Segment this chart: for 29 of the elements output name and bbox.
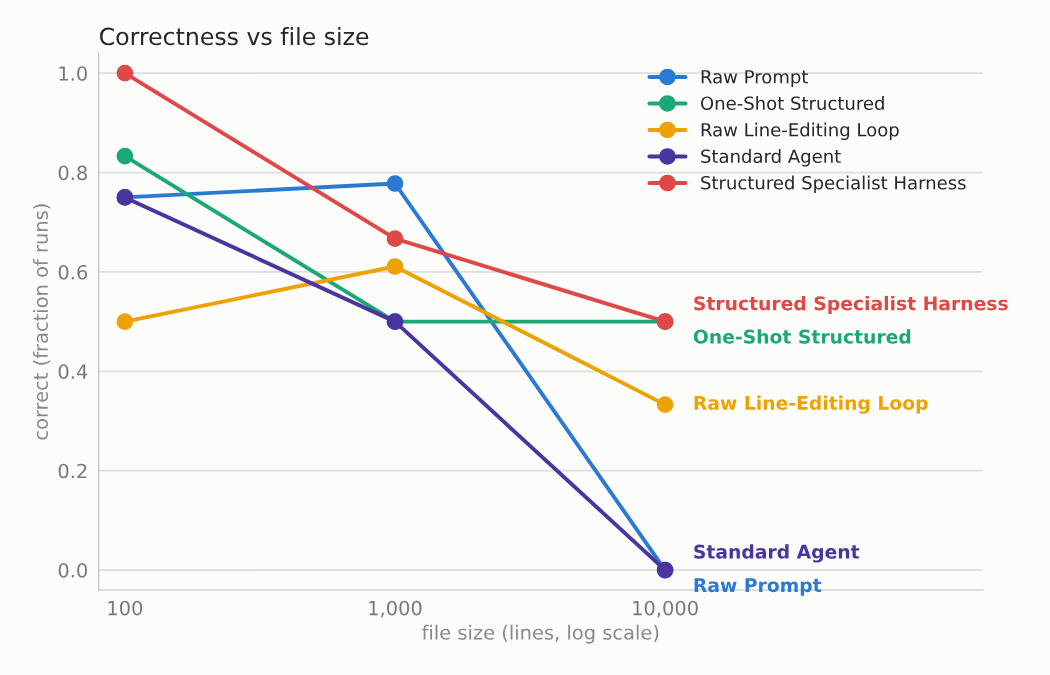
y-tick-label: 0.6 bbox=[58, 264, 88, 280]
y-axis-title: correct (fraction of runs) bbox=[32, 204, 51, 440]
chart-title: Correctness vs file size bbox=[100, 27, 369, 46]
y-tick-label: 0.2 bbox=[58, 463, 87, 479]
x-tick-label: 1,000 bbox=[369, 600, 422, 618]
text: One-Shot Structured bbox=[693, 329, 911, 344]
legend-label: One-Shot Structured bbox=[700, 96, 884, 111]
point bbox=[386, 230, 404, 247]
text: Raw Prompt bbox=[694, 578, 822, 596]
point bbox=[116, 147, 134, 165]
x-axis-title: file size (lines, log scale) bbox=[422, 624, 659, 644]
legend-label: Raw Line-Editing Loop bbox=[701, 122, 899, 141]
point bbox=[656, 396, 674, 413]
text: Raw Line-Editing Loop bbox=[694, 395, 928, 414]
point bbox=[386, 258, 404, 275]
point bbox=[116, 64, 134, 82]
legend-label: Raw Prompt bbox=[701, 70, 808, 88]
x-tick-label: 100 bbox=[108, 600, 143, 616]
text: Structured Specialist Harness bbox=[694, 295, 1008, 315]
point bbox=[386, 175, 404, 192]
y-tick-label: 0.4 bbox=[58, 364, 88, 379]
text: Standard Agent bbox=[694, 544, 860, 563]
point bbox=[116, 313, 134, 330]
y-tick-label: 1.0 bbox=[59, 66, 87, 81]
y-tick-label: 0.8 bbox=[58, 165, 87, 181]
y-tick-label: 0.0 bbox=[58, 563, 87, 578]
x-tick-label: 10,000 bbox=[633, 600, 698, 618]
legend-label: Standard Agent bbox=[701, 149, 841, 167]
legend-label: Structured Specialist Harness bbox=[701, 175, 966, 194]
